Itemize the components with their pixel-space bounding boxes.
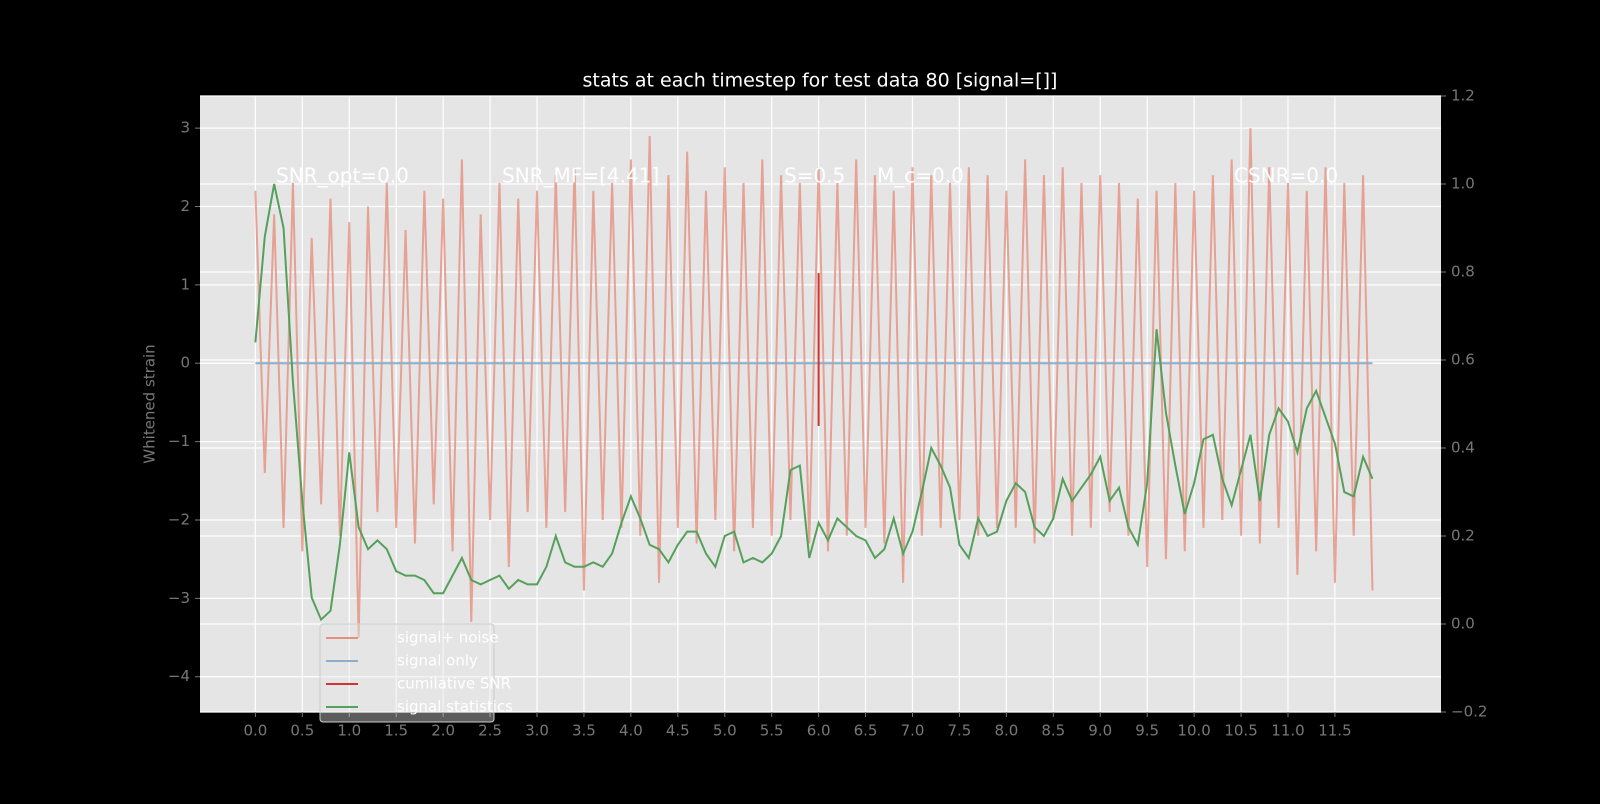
x-tick-label: 6.5	[854, 722, 878, 740]
series-line	[254, 183, 1374, 622]
x-tick-label: 11.0	[1271, 722, 1304, 740]
annotation: CSNR=0.0	[1234, 164, 1338, 188]
x-tick-label: 2.0	[431, 722, 455, 740]
x-tick-label: 1.5	[384, 722, 408, 740]
x-tick-label: 3.5	[572, 722, 596, 740]
series-line	[254, 128, 1374, 638]
x-tick-label: 3.0	[525, 722, 549, 740]
y-tick-label: 3	[180, 119, 190, 137]
y2-tick-label: −0.2	[1451, 703, 1487, 721]
x-tick-label: 10.5	[1224, 722, 1257, 740]
x-tick-label: 4.5	[666, 722, 690, 740]
legend-label: cumilative SNR	[397, 675, 511, 693]
chart-title: stats at each timestep for test data 80 …	[583, 70, 1058, 92]
y-tick-label: −4	[168, 667, 190, 685]
y2-tick-label: 0.2	[1451, 527, 1475, 545]
x-tick-label: 1.0	[337, 722, 361, 740]
annotation: S=0.5	[784, 164, 845, 188]
x-tick-label: 8.0	[994, 722, 1018, 740]
y-tick-label: −3	[168, 589, 190, 607]
x-tick-label: 4.0	[619, 722, 643, 740]
x-tick-label: 9.0	[1088, 722, 1112, 740]
annotation: SNR_opt=0.0	[276, 164, 409, 188]
legend-box	[319, 623, 495, 723]
x-tick-label: 10.0	[1177, 722, 1210, 740]
x-tick-label: 2.5	[478, 722, 502, 740]
legend-label: signal statistics	[397, 698, 513, 716]
x-tick-label: 5.0	[713, 722, 737, 740]
y-axis-label: Whitened strain	[141, 344, 159, 463]
y2-tick-label: 0.4	[1451, 439, 1475, 457]
x-tick-label: 9.5	[1135, 722, 1159, 740]
y2-tick-label: 0.6	[1451, 351, 1475, 369]
x-tick-label: 6.0	[807, 722, 831, 740]
y-tick-label: 2	[180, 197, 190, 215]
x-tick-label: 8.5	[1041, 722, 1065, 740]
y2-tick-label: 1.0	[1451, 175, 1475, 193]
annotation: M_c=0.0	[877, 164, 964, 188]
legend-label: signal only	[397, 652, 478, 670]
legend-label: signal+ noise	[397, 629, 499, 647]
x-tick-label: 0.0	[243, 722, 267, 740]
y2-tick-label: 1.2	[1451, 87, 1475, 105]
plot-area	[200, 96, 1441, 712]
annotation: SNR_MF=[4.41]	[502, 164, 659, 188]
y-tick-label: −1	[168, 432, 190, 450]
x-tick-label: 5.5	[760, 722, 784, 740]
x-tick-label: 0.5	[290, 722, 314, 740]
y-tick-label: −2	[168, 510, 190, 528]
x-tick-label: 11.5	[1318, 722, 1351, 740]
x-tick-label: 7.0	[901, 722, 925, 740]
x-tick-label: 7.5	[948, 722, 972, 740]
y-tick-label: 0	[180, 354, 190, 372]
y2-tick-label: 0.8	[1451, 263, 1475, 281]
y2-tick-label: 0.0	[1451, 615, 1475, 633]
y-tick-label: 1	[180, 275, 190, 293]
